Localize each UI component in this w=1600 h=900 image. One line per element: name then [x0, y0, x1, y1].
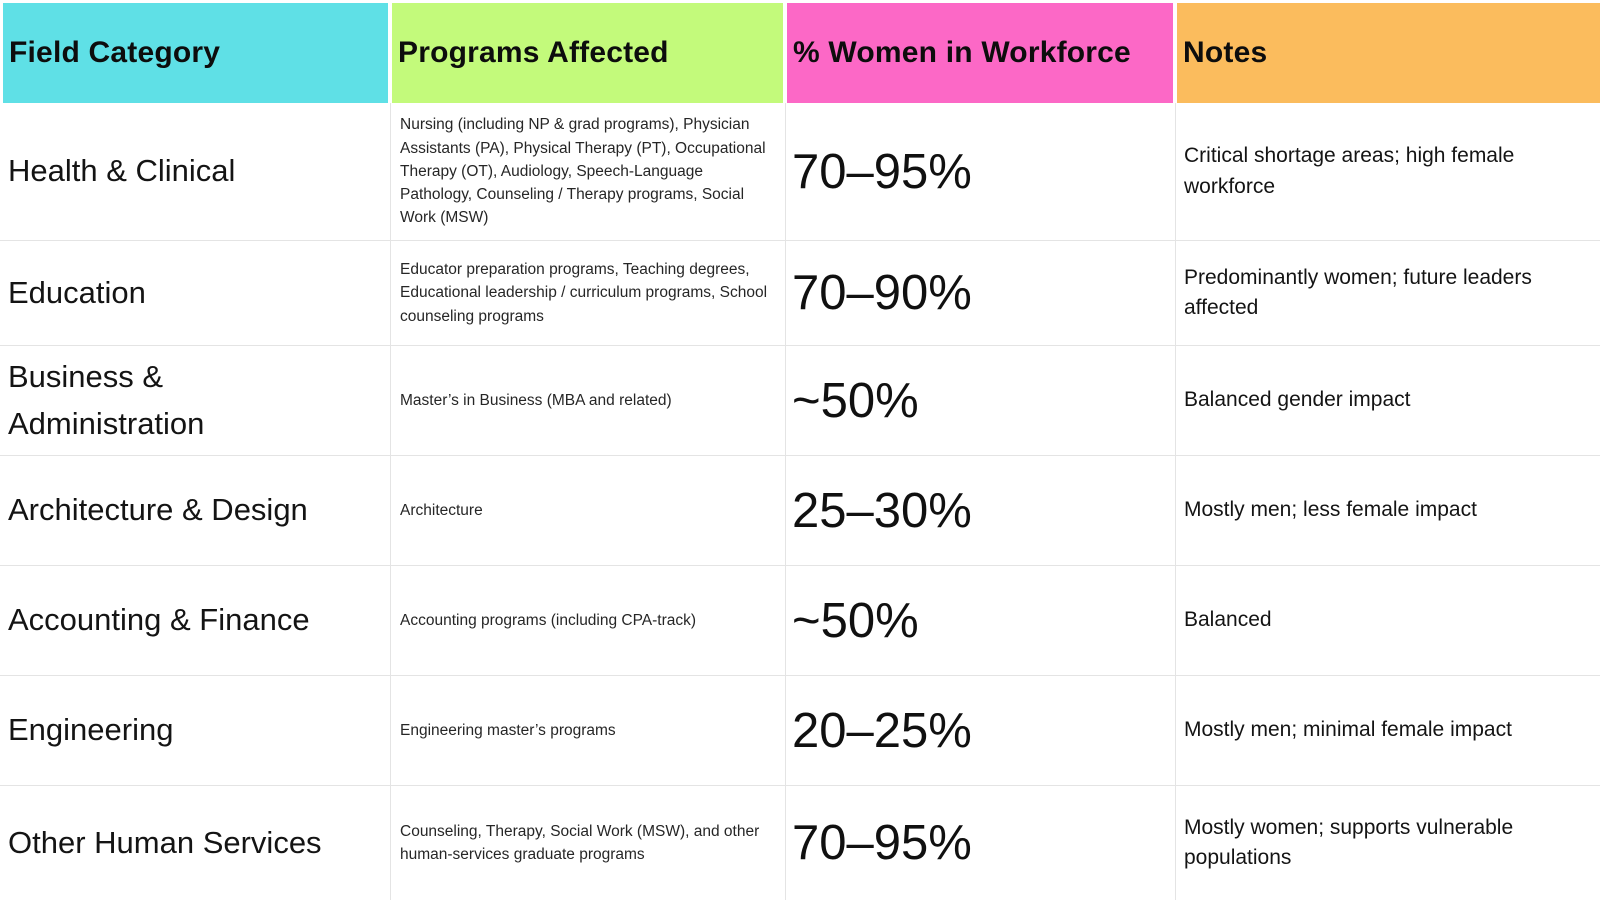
table-row-accounting-finance: Accounting & Finance Accounting programs… [0, 565, 1600, 675]
cell-field: Education [8, 274, 146, 310]
cell-percent: ~50% [785, 566, 1175, 675]
table-row-engineering: Engineering Engineering master’s program… [0, 675, 1600, 785]
header-field-category-label: Field Category [9, 36, 221, 69]
cell-field: Business & Administration [8, 359, 205, 441]
cell-programs: Educator preparation programs, Teaching … [390, 241, 785, 345]
header-notes-bg: Notes [1177, 3, 1600, 103]
table-row-education: Education Educator preparation programs,… [0, 240, 1600, 345]
header-notes-label: Notes [1183, 36, 1268, 69]
cell-programs: Architecture [390, 456, 785, 565]
table-row-other-human-services: Other Human Services Counseling, Therapy… [0, 785, 1600, 900]
cell-percent: 70–90% [785, 241, 1175, 345]
cell-percent: 70–95% [785, 103, 1175, 240]
cell-notes: Mostly men; minimal female impact [1175, 676, 1600, 785]
table-header-row: Field Category Programs Affected % Women… [0, 0, 1600, 103]
header-programs-affected-bg: Programs Affected [392, 3, 783, 103]
cell-programs: Master’s in Business (MBA and related) [390, 346, 785, 455]
cell-percent: 25–30% [785, 456, 1175, 565]
cell-programs: Counseling, Therapy, Social Work (MSW), … [390, 786, 785, 900]
cell-programs: Engineering master’s programs [390, 676, 785, 785]
header-programs-affected-label: Programs Affected [398, 36, 669, 69]
header-notes: Notes [1175, 0, 1600, 103]
header-percent-women: % Women in Workforce [785, 0, 1175, 103]
cell-field: Accounting & Finance [8, 602, 310, 638]
cell-field: Architecture & Design [8, 492, 308, 528]
cell-notes: Critical shortage areas; high female wor… [1175, 103, 1600, 240]
cell-notes: Mostly men; less female impact [1175, 456, 1600, 565]
cell-field: Health & Clinical [8, 153, 236, 189]
cell-notes: Balanced gender impact [1175, 346, 1600, 455]
header-percent-women-label: % Women in Workforce [793, 36, 1131, 69]
table-row-architecture-design: Architecture & Design Architecture 25–30… [0, 455, 1600, 565]
table-row-business-administration: Business & Administration Master’s in Bu… [0, 345, 1600, 455]
header-field-category: Field Category [0, 0, 390, 103]
header-field-category-bg: Field Category [3, 3, 388, 103]
table-row-health-clinical: Health & Clinical Nursing (including NP … [0, 103, 1600, 240]
cell-field: Other Human Services [8, 824, 322, 860]
cell-percent: 70–95% [785, 786, 1175, 900]
cell-programs: Accounting programs (including CPA-track… [390, 566, 785, 675]
cell-programs: Nursing (including NP & grad programs), … [390, 103, 785, 240]
cell-percent: ~50% [785, 346, 1175, 455]
cell-percent: 20–25% [785, 676, 1175, 785]
cell-notes: Predominantly women; future leaders affe… [1175, 241, 1600, 345]
cell-field: Engineering [8, 712, 174, 748]
cell-notes: Balanced [1175, 566, 1600, 675]
header-programs-affected: Programs Affected [390, 0, 785, 103]
cell-notes: Mostly women; supports vulnerable popula… [1175, 786, 1600, 900]
header-percent-women-bg: % Women in Workforce [787, 3, 1173, 103]
